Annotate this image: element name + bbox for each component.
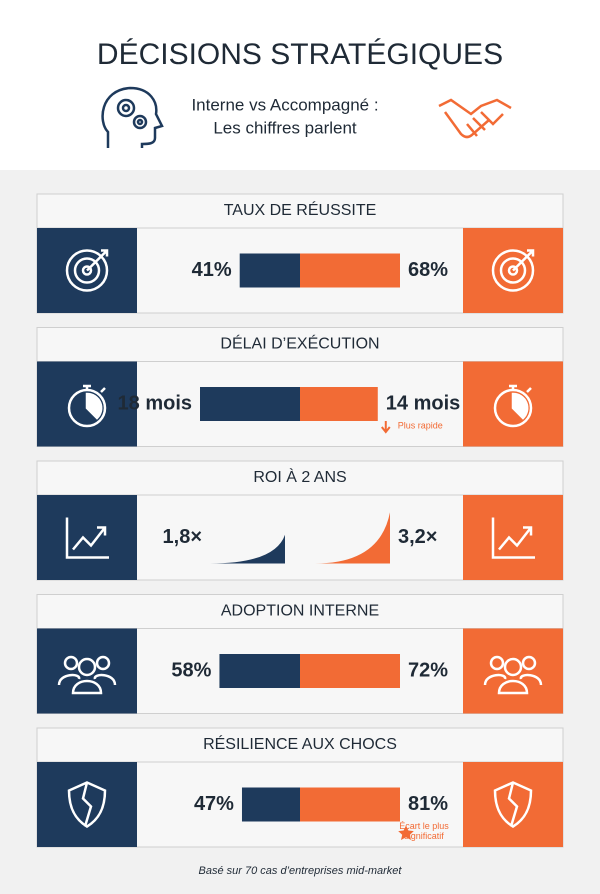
down-arrow-icon bbox=[380, 421, 391, 434]
accompagne-icon bbox=[491, 249, 535, 292]
section-title: ROI À 2 ANS bbox=[253, 467, 346, 486]
interne-value: 18 mois bbox=[118, 392, 192, 414]
interne-icon bbox=[65, 517, 109, 559]
accompagne-value: 68% bbox=[408, 259, 448, 281]
interne-block bbox=[37, 762, 137, 847]
accompagne-bar bbox=[300, 387, 378, 421]
interne-block bbox=[37, 495, 137, 580]
accompagne-value: 72% bbox=[408, 659, 448, 681]
section-title: TAUX DE RÉUSSITE bbox=[224, 200, 377, 219]
interne-bar bbox=[241, 787, 300, 822]
interne-block bbox=[37, 628, 137, 714]
accompagne-icon bbox=[493, 384, 533, 428]
section-title: DÉLAI D’EXÉCUTION bbox=[220, 334, 379, 353]
accompagne-value: 81% bbox=[408, 793, 448, 815]
interne-value: 47% bbox=[194, 793, 234, 815]
section-title: ADOPTION INTERNE bbox=[221, 603, 379, 620]
section-title-box bbox=[36, 594, 564, 629]
header-background bbox=[0, 0, 600, 170]
head-gears-icon bbox=[101, 86, 164, 148]
accompagne-curve bbox=[315, 512, 390, 564]
note: Plus rapide bbox=[398, 420, 443, 430]
subtitle: Interne vs Accompagné : bbox=[191, 95, 378, 114]
title: DÉCISIONS STRATÉGIQUES bbox=[97, 38, 503, 71]
interne-icon bbox=[57, 655, 117, 695]
accompagne-bar bbox=[300, 787, 400, 822]
handshake-icon bbox=[438, 98, 512, 139]
section-title: RÉSILIENCE AUX CHOCS bbox=[203, 734, 397, 753]
accompagne-block bbox=[463, 762, 563, 847]
interne-value: 41% bbox=[192, 259, 232, 281]
interne-icon bbox=[65, 249, 109, 292]
interne-value: 1,8× bbox=[163, 526, 202, 548]
section-title-box bbox=[36, 460, 564, 496]
section-title-box bbox=[36, 327, 564, 362]
interne-curve bbox=[210, 534, 285, 564]
section-title-box bbox=[36, 727, 564, 763]
star-icon bbox=[398, 825, 414, 840]
accompagne-block bbox=[463, 495, 563, 580]
interne-bar bbox=[239, 253, 300, 288]
interne-icon bbox=[67, 384, 107, 428]
accompagne-value: 14 mois bbox=[386, 392, 460, 414]
accompagne-bar bbox=[300, 253, 400, 288]
interne-value: 58% bbox=[171, 659, 211, 681]
note: Écart le plus bbox=[399, 821, 449, 831]
accompagne-icon bbox=[491, 517, 535, 559]
footnote: Basé sur 70 cas d’entreprises mid-market bbox=[199, 865, 403, 877]
accompagne-value: 3,2× bbox=[398, 526, 437, 548]
accompagne-icon bbox=[483, 655, 543, 695]
accompagne-icon bbox=[493, 781, 533, 828]
subtitle: Les chiffres parlent bbox=[213, 118, 357, 137]
section-title-box bbox=[36, 193, 564, 229]
interne-bar bbox=[200, 387, 300, 421]
accompagne-bar bbox=[300, 654, 400, 688]
note: significatif bbox=[404, 831, 444, 841]
interne-bar bbox=[219, 654, 300, 688]
interne-icon bbox=[67, 781, 107, 828]
accompagne-block bbox=[463, 628, 563, 714]
